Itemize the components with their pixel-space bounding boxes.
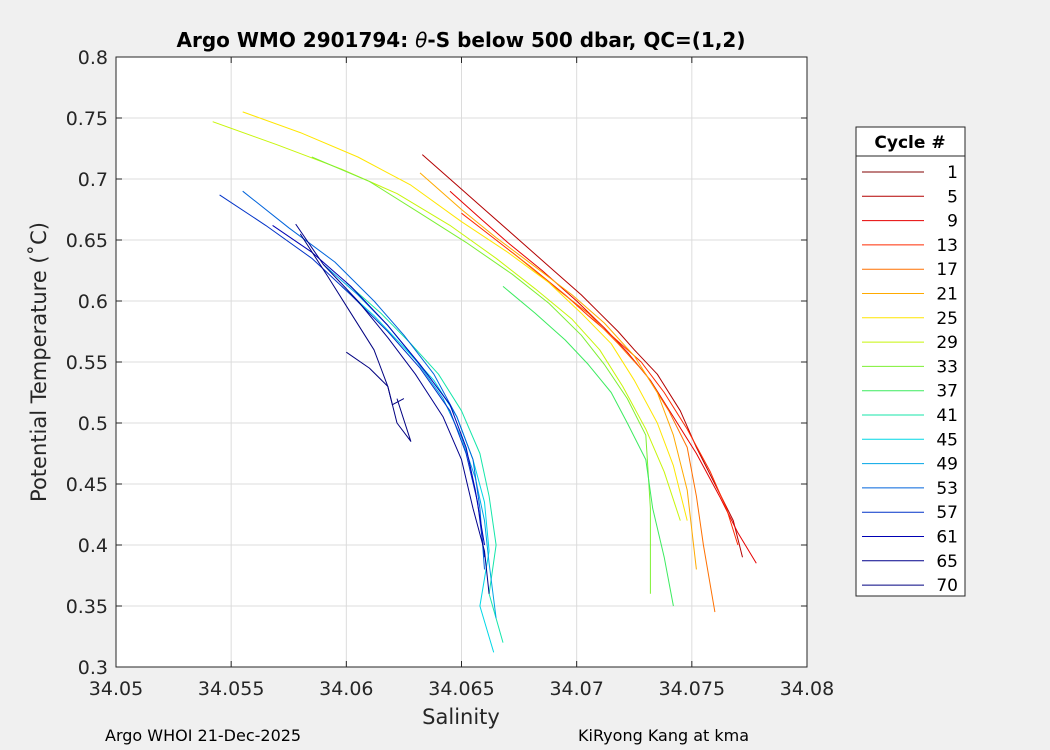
y-tick-label: 0.5 [78, 413, 108, 435]
legend-entry-label: 1 [947, 163, 958, 183]
legend-entry-label: 57 [936, 503, 958, 523]
y-tick-label: 0.35 [66, 596, 108, 618]
series-line [295, 223, 490, 594]
y-tick-label: 0.8 [78, 47, 108, 69]
x-tick-label: 34.055 [198, 678, 264, 700]
legend-entry-label: 61 [936, 528, 958, 548]
series-line [299, 233, 412, 442]
x-tick-label: 34.05 [89, 678, 143, 700]
y-tick-label: 0.6 [78, 291, 108, 313]
legend-title: Cycle # [874, 133, 945, 153]
legend-entry-label: 29 [936, 333, 958, 353]
legend-entry-label: 65 [936, 552, 958, 572]
legend-entry-label: 41 [936, 406, 958, 426]
legend-entry-label: 33 [936, 357, 958, 377]
y-tick-label: 0.75 [66, 108, 108, 130]
legend-entry-label: 37 [936, 382, 958, 402]
legend-entry-label: 5 [947, 187, 958, 207]
x-tick-label: 34.08 [780, 678, 834, 700]
tick-labels: 34.05 34.055 34.06 34.065 34.07 34.075 34.08 0.… [66, 47, 835, 700]
x-tick-label: 34.075 [659, 678, 725, 700]
legend-entry-label: 25 [936, 309, 958, 329]
footer-right: KiRyong Kang at kma [578, 726, 749, 745]
legend-entry-label: 45 [936, 430, 958, 450]
legend-items: 1 5 9 13 17 21 25 29 33 37 41 45 49 53 57 61 65 70 [862, 163, 958, 596]
legend-entry-label: 21 [936, 285, 958, 305]
series-line [419, 172, 697, 570]
series-line [311, 156, 651, 594]
legend-entry-label: 17 [936, 260, 958, 280]
axis-ticks [115, 56, 808, 668]
y-tick-label: 0.4 [78, 535, 108, 557]
y-axis-label: Potential Temperature (˚C) [27, 222, 51, 502]
chart-title: Argo WMO 2901794: θ-S below 500 dbar, QC… [177, 28, 746, 52]
x-tick-label: 34.06 [319, 678, 373, 700]
y-tick-label: 0.55 [66, 352, 108, 374]
y-tick-label: 0.65 [66, 230, 108, 252]
footer-left: Argo WHOI 21-Dec-2025 [105, 726, 301, 745]
y-tick-label: 0.3 [78, 657, 108, 679]
series-line [421, 154, 743, 558]
y-tick-label: 0.45 [66, 474, 108, 496]
legend-box [855, 126, 966, 597]
series-line [219, 194, 485, 558]
legend-entry-label: 53 [936, 479, 958, 499]
legend-entry-label: 70 [936, 576, 958, 596]
series-line [242, 111, 688, 521]
series-line [345, 282, 504, 643]
x-tick-label: 34.07 [549, 678, 603, 700]
x-tick-label: 34.065 [428, 678, 494, 700]
legend-entry-label: 9 [947, 212, 958, 232]
legend-entry-label: 13 [936, 236, 958, 256]
series-line [346, 351, 405, 406]
series-line [449, 190, 757, 564]
legend: Cycle # 1 5 9 13 17 21 25 29 33 37 41 45 49 53 57 61 65 7… [855, 126, 966, 597]
series-line [502, 286, 674, 607]
plot-series [212, 111, 757, 653]
y-tick-label: 0.7 [78, 169, 108, 191]
series-line [272, 224, 485, 546]
x-axis-label: Salinity [422, 705, 500, 729]
legend-entry-label: 49 [936, 455, 958, 475]
series-line [242, 190, 485, 570]
